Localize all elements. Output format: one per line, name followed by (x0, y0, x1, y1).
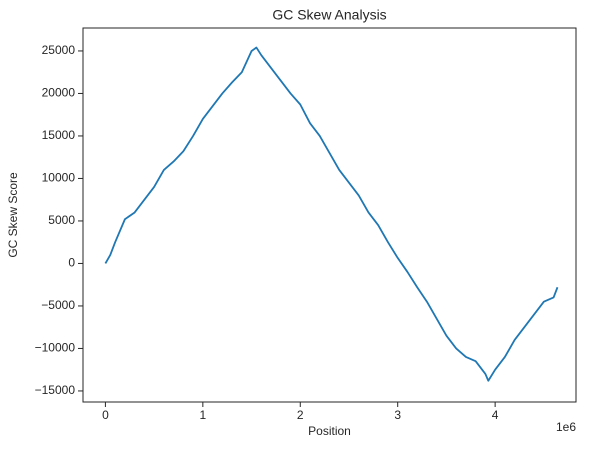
x-tick-label: 0 (102, 408, 109, 422)
y-tick-label: −10000 (35, 341, 76, 355)
y-tick-label: 25000 (42, 43, 76, 57)
y-axis-label: GC Skew Score (6, 172, 20, 258)
x-tick-label: 3 (394, 408, 401, 422)
y-tick-label: 15000 (42, 128, 76, 142)
y-tick-label: 10000 (42, 171, 76, 185)
y-tick-label: −5000 (41, 298, 75, 312)
x-axis-label: Position (308, 424, 351, 438)
x-tick-label: 1 (199, 408, 206, 422)
axes-frame (82, 27, 577, 403)
y-tick-label: −15000 (35, 383, 76, 397)
chart-title: GC Skew Analysis (272, 7, 386, 23)
x-tick-label: 4 (492, 408, 499, 422)
data-line (104, 46, 559, 382)
y-tick-label: 0 (68, 256, 75, 270)
x-offset-label: 1e6 (556, 420, 576, 434)
y-tick-label: 20000 (42, 86, 76, 100)
y-tick-label: 5000 (48, 213, 75, 227)
x-tick-label: 2 (297, 408, 304, 422)
